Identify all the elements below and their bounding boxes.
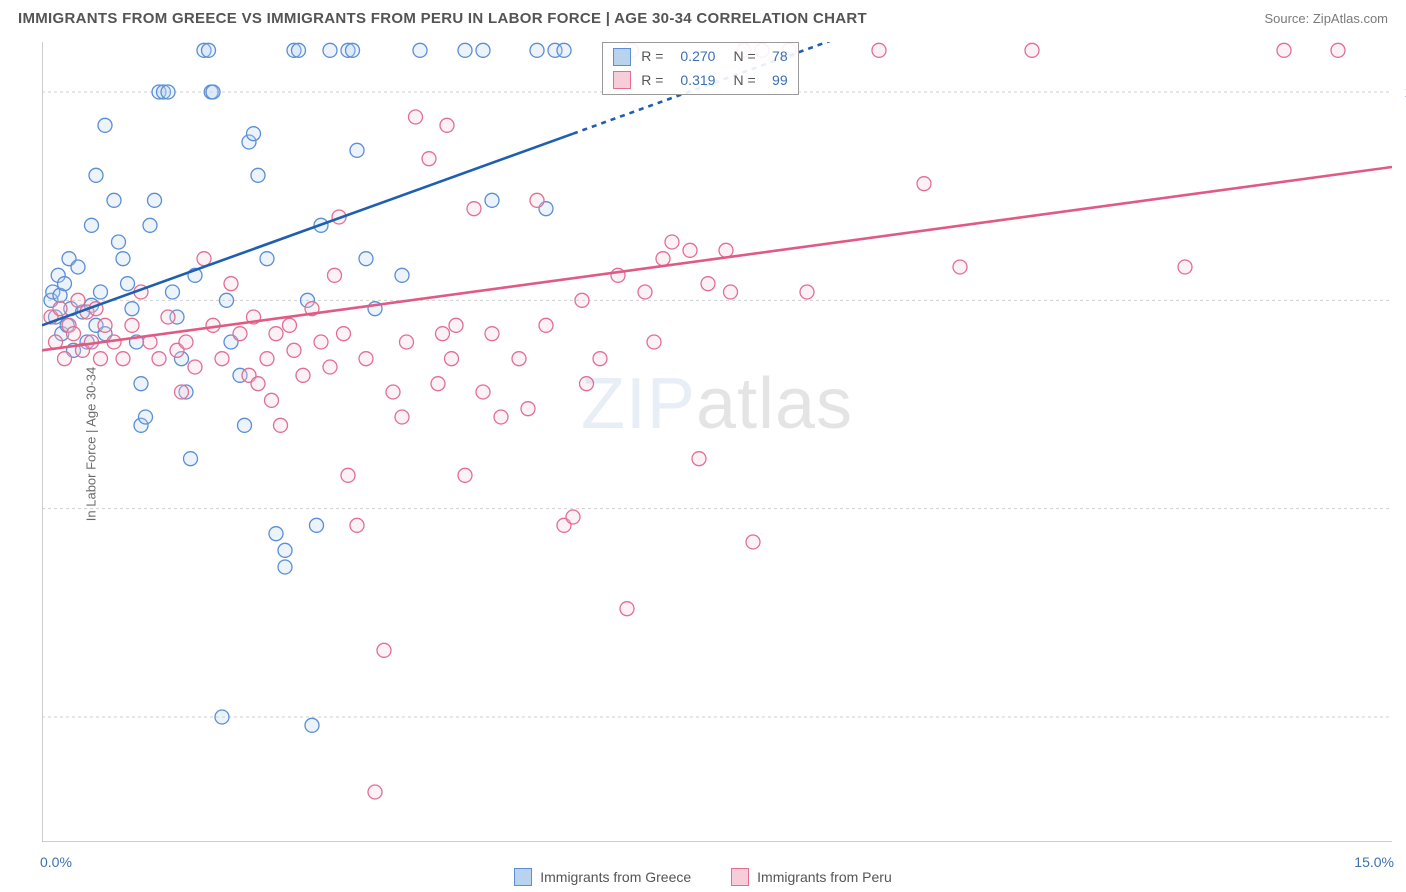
legend-swatch-icon: [613, 71, 631, 89]
legend-item: Immigrants from Peru: [731, 868, 892, 886]
legend-swatch-icon: [731, 868, 749, 886]
stats-legend: R =0.270N =78R =0.319N =99: [602, 42, 798, 95]
stats-row: R =0.319N =99: [603, 69, 797, 93]
legend-swatch-icon: [613, 48, 631, 66]
chart-area: In Labor Force | Age 30-34 ZIPatlas R =0…: [42, 42, 1392, 846]
stats-row: R =0.270N =78: [603, 45, 797, 69]
legend-item: Immigrants from Greece: [514, 868, 691, 886]
legend-swatch-icon: [514, 868, 532, 886]
source-label: Source: ZipAtlas.com: [1264, 11, 1388, 26]
scatter-plot: [42, 42, 1392, 842]
chart-title: IMMIGRANTS FROM GREECE VS IMMIGRANTS FRO…: [18, 10, 867, 27]
footer-legend: Immigrants from Greece Immigrants from Pe…: [0, 868, 1406, 886]
